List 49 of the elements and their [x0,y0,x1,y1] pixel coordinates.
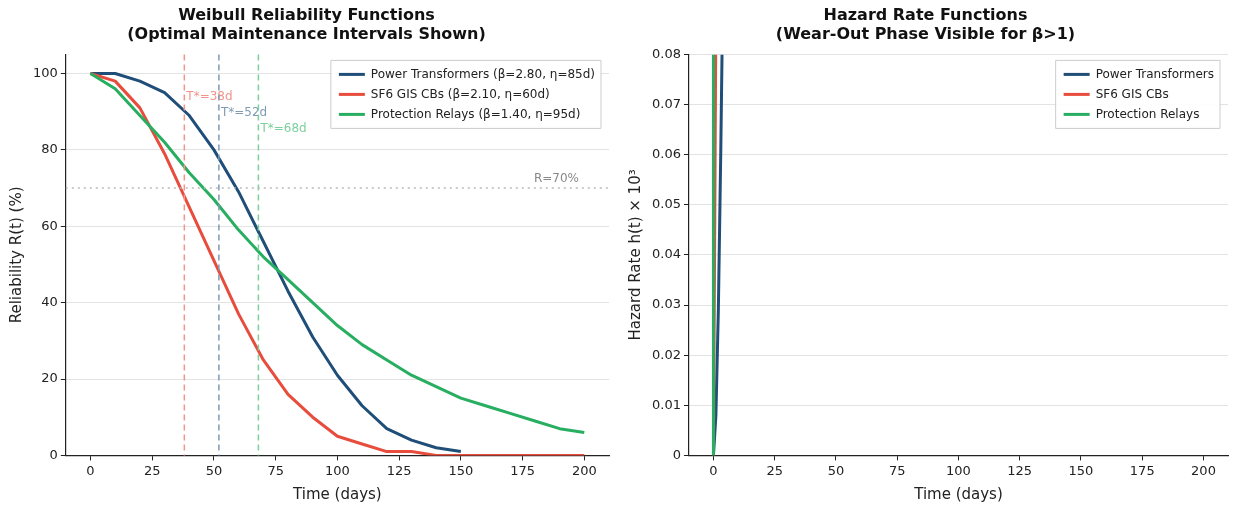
x-tick-label: 125 [386,462,412,478]
y-tick-label: 0.02 [651,346,681,362]
ref-line-label: T*=38d [185,88,233,103]
y-tick-label: 0 [49,446,58,462]
y-tick-label: 0.04 [651,246,681,262]
x-tick-label: 50 [827,462,845,478]
x-tick-label: 25 [143,462,161,478]
x-tick-label: 75 [267,462,284,478]
x-tick-label: 0 [86,462,95,478]
legend-label: Power Transformers [1095,66,1215,81]
y-tick-label: 0.07 [651,95,681,111]
x-tick-label: 200 [1191,462,1216,478]
y-tick-label: 0.05 [651,196,681,212]
legend-label: Protection Relays (β=1.40, η=95d) [370,106,581,121]
x-tick-label: 75 [888,462,906,478]
x-tick-label: 175 [1129,462,1155,478]
x-tick-label: 50 [205,462,223,478]
y-axis-title: Hazard Rate h(t) × 10³ [625,169,644,341]
y-tick-label: 0.01 [651,396,681,412]
x-tick-label: 125 [1007,462,1033,478]
x-tick-label: 25 [766,462,783,478]
legend-label: SF6 GIS CBs (β=2.10, η=60d) [370,86,550,101]
x-tick-label: 175 [510,462,535,478]
y-tick-label: 40 [41,294,58,310]
legend-label: Protection Relays [1095,106,1200,121]
x-axis-title: Time (days) [913,484,1003,503]
y-tick-label: 100 [32,64,58,80]
y-tick-label: 0.08 [651,45,681,61]
y-tick-label: 80 [41,141,58,157]
x-tick-label: 200 [571,462,597,478]
chart-title: Weibull Reliability Functions (Optimal Maintenance Intervals Shown) [127,4,486,43]
chart-title: Hazard Rate Functions (Wear-Out Phase Visible for β>1) [775,4,1076,43]
ref-line-label: T*=52d [219,104,268,119]
x-tick-label: 0 [709,462,718,478]
x-tick-label: 100 [946,462,971,478]
x-axis-title: Time (days) [292,484,382,503]
x-tick-label: 150 [448,462,474,478]
y-tick-label: 20 [41,370,58,386]
x-tick-label: 150 [1068,462,1094,478]
y-tick-label: 0 [672,446,681,462]
y-tick-label: 60 [41,217,58,233]
legend-label: SF6 GIS CBs [1095,86,1169,101]
y-tick-label: 0.06 [651,146,681,162]
ref-line-label: R=70% [533,171,579,186]
legend-label: Power Transformers (β=2.80, η=85d) [370,66,595,81]
y-axis-title: Reliability R(t) (%) [6,186,25,324]
y-tick-label: 0.03 [651,296,681,312]
x-tick-label: 100 [324,462,350,478]
ref-line-label: T*=68d [259,120,307,135]
